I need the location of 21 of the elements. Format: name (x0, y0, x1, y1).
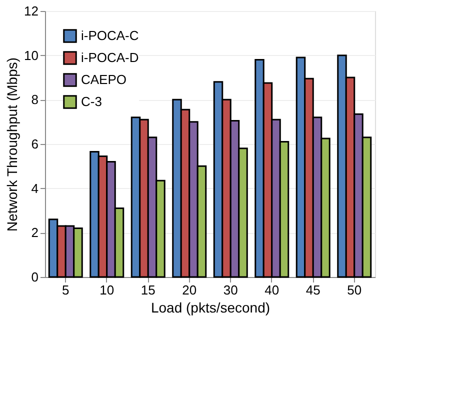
y-tick-label: 4 (31, 180, 38, 196)
y-tick-label: 0 (31, 270, 38, 284)
y-tick-label: 12 (24, 4, 38, 18)
x-tick-label: 20 (182, 282, 197, 298)
x-tick-label: 30 (223, 282, 238, 298)
x-tick-label: 45 (306, 282, 320, 298)
y-tick-label: 8 (31, 92, 38, 108)
x-tick-label: 10 (100, 282, 114, 298)
x-axis-title: Load (pkts/second) (150, 300, 270, 316)
legend-label: CAEPO (81, 72, 127, 87)
legend-label: i-POCA-D (81, 50, 139, 65)
y-axis-title: Network Throughput (Mbps) (4, 57, 20, 232)
legend-label: C-3 (81, 94, 102, 109)
x-tick-label: 5 (62, 282, 70, 298)
x-tick-label: 40 (264, 282, 280, 298)
x-tick-label: 50 (347, 282, 362, 298)
x-tick-label: 15 (140, 282, 156, 298)
legend-label: i-POCA-C (81, 28, 139, 43)
y-tick-label: 6 (31, 136, 38, 152)
y-tick-label: 10 (24, 48, 38, 63)
y-tick-label: 2 (31, 225, 38, 240)
